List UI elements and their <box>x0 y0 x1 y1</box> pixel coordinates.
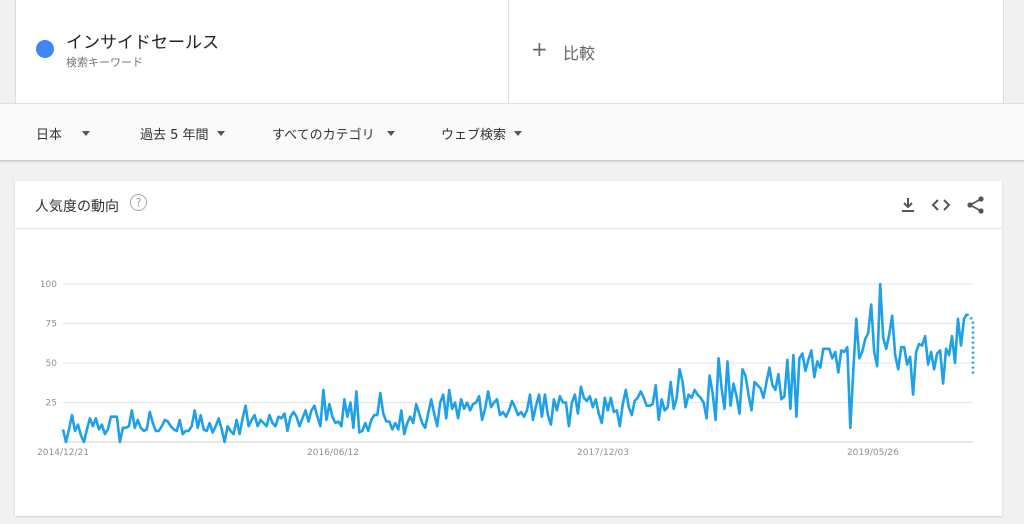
search-type-filter-label: ウェブ検索 <box>441 128 507 143</box>
chevron-down-icon <box>514 131 523 136</box>
embed-code-icon[interactable] <box>930 194 952 216</box>
compare-button[interactable]: + 比較 <box>509 0 1003 103</box>
interest-over-time-card: 人気度の動向 ? 25 50 75 100 2014/12/21 2016/06/12 20… <box>15 181 1002 516</box>
term-bar: インサイドセールス 検索キーワード + 比較 <box>15 0 1004 103</box>
term-color-dot <box>36 40 54 58</box>
help-icon[interactable]: ? <box>130 194 147 211</box>
search-term-card[interactable]: インサイドセールス 検索キーワード <box>16 0 509 103</box>
search-term-name[interactable]: インサイドセールス <box>66 33 219 53</box>
compare-label: 比較 <box>563 44 596 63</box>
x-tick-label: 2017/12/03 <box>577 448 629 458</box>
card-title: 人気度の動向 <box>35 199 119 215</box>
search-term-subtitle: 検索キーワード <box>66 56 143 69</box>
category-filter[interactable]: すべてのカテゴリ <box>272 124 395 143</box>
chevron-down-icon <box>386 131 395 136</box>
category-filter-label: すべてのカテゴリ <box>272 128 375 143</box>
chevron-down-icon <box>82 131 91 136</box>
period-filter[interactable]: 過去 5 年間 <box>140 124 225 143</box>
download-icon[interactable] <box>897 194 919 216</box>
x-tick-label: 2014/12/21 <box>37 448 89 458</box>
y-tick-label: 50 <box>46 359 58 369</box>
region-filter-label: 日本 <box>36 128 63 143</box>
share-icon[interactable] <box>965 194 987 216</box>
period-filter-label: 過去 5 年間 <box>140 128 209 143</box>
interest-chart[interactable]: 25 50 75 100 2014/12/21 2016/06/12 2017/12/03 2… <box>15 229 1002 516</box>
x-tick-label: 2016/06/12 <box>307 448 359 458</box>
region-filter[interactable]: 日本 <box>36 124 91 143</box>
filter-bar: 日本 過去 5 年間 すべてのカテゴリ ウェブ検索 <box>0 103 1024 161</box>
search-type-filter[interactable]: ウェブ検索 <box>441 124 523 143</box>
chevron-down-icon <box>216 131 225 136</box>
y-tick-label: 25 <box>46 399 57 409</box>
y-tick-label: 75 <box>46 320 57 330</box>
x-tick-label: 2019/05/26 <box>847 448 899 458</box>
y-tick-label: 100 <box>40 280 57 290</box>
plus-icon: + <box>531 37 548 61</box>
series-line-partial <box>966 313 975 376</box>
card-header: 人気度の動向 ? <box>15 181 1002 229</box>
